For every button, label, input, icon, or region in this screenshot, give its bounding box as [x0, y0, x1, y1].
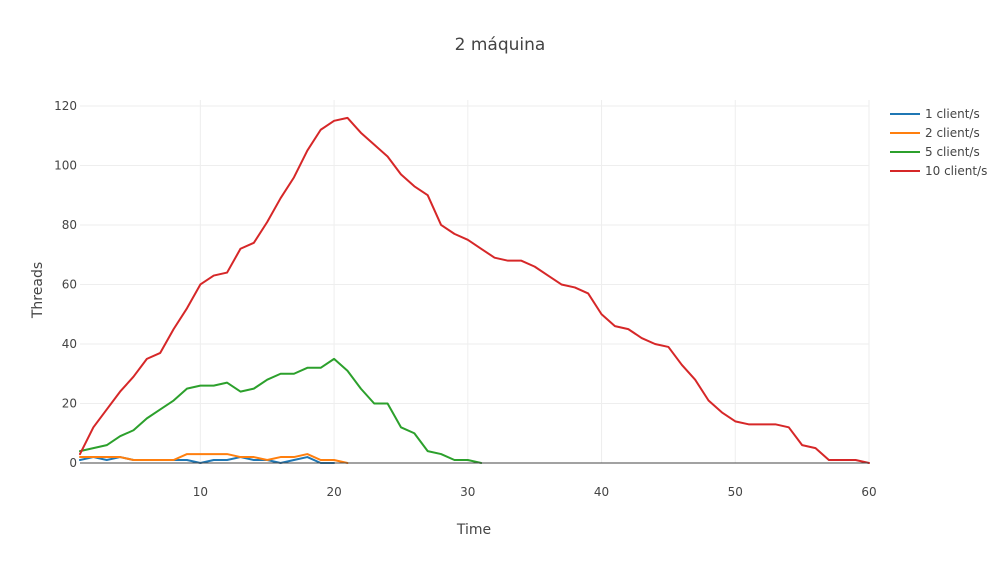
legend-label: 5 client/s — [925, 145, 980, 159]
series-2-client-s — [79, 453, 349, 464]
y-tick-label: 100 — [54, 158, 77, 172]
x-tick-label: 50 — [728, 485, 743, 499]
y-tick-label: 0 — [69, 456, 77, 470]
legend-label: 2 client/s — [925, 126, 980, 140]
legend-label: 10 client/s — [925, 164, 987, 178]
x-tick-label: 30 — [460, 485, 475, 499]
series-lines — [79, 116, 870, 464]
y-tick-label: 60 — [62, 277, 77, 291]
legend: 1 client/s 2 client/s 5 client/s 10 client/… — [890, 107, 987, 178]
x-tick-label: 60 — [861, 485, 876, 499]
x-tick-label: 10 — [193, 485, 208, 499]
x-tick-label: 20 — [326, 485, 341, 499]
legend-label: 1 client/s — [925, 107, 980, 121]
series-line — [79, 116, 870, 464]
y-tick-label: 80 — [62, 218, 77, 232]
y-tick-label: 20 — [62, 396, 77, 410]
legend-item[interactable]: 1 client/s — [890, 107, 980, 121]
x-tick-label: 40 — [594, 485, 609, 499]
y-axis-title: Threads — [30, 262, 46, 319]
x-axis-title: Time — [456, 522, 491, 538]
legend-item[interactable]: 10 client/s — [890, 164, 987, 178]
chart-title: 2 máquina — [455, 35, 546, 55]
grid — [80, 100, 870, 463]
y-tick-label: 120 — [54, 99, 77, 113]
axes: 0 20 40 60 80 100 120 10 20 30 40 50 60 — [54, 99, 877, 499]
legend-item[interactable]: 5 client/s — [890, 145, 980, 159]
legend-item[interactable]: 2 client/s — [890, 126, 980, 140]
series-10-client-s — [79, 116, 870, 464]
series-5-client-s — [79, 357, 483, 464]
y-tick-label: 40 — [62, 337, 77, 351]
